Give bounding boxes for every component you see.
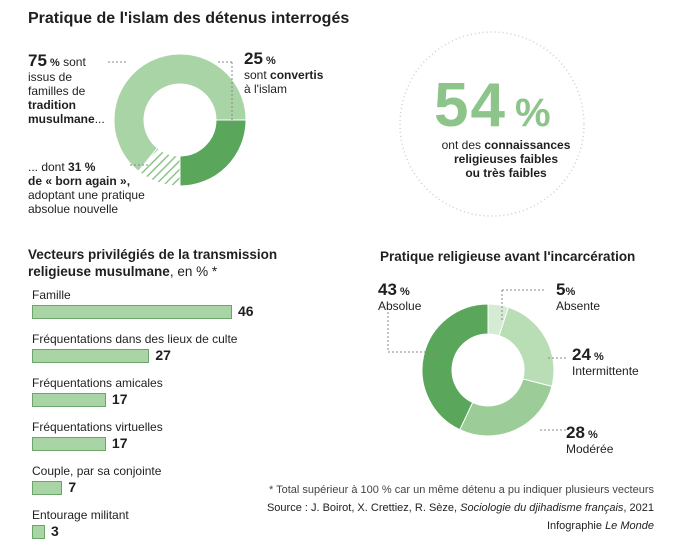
bar-value: 46 bbox=[238, 303, 254, 319]
bar-value: 7 bbox=[68, 479, 77, 495]
slice-tradition bbox=[113, 53, 247, 172]
stat-circle bbox=[399, 31, 585, 217]
bar bbox=[32, 525, 46, 539]
pie-label-absolue: 43 % Absolue bbox=[378, 280, 422, 313]
bar-label: Fréquentations virtuelles bbox=[32, 420, 163, 434]
bars-title: Vecteurs privilégiés de la transmission … bbox=[28, 247, 278, 279]
donut1-left-label: 75 % sont issus de familles de tradition… bbox=[28, 51, 105, 126]
pie-label-intermittente: 24 % Intermittente bbox=[572, 345, 639, 378]
bar-label: Fréquentations dans des lieux de culte bbox=[32, 332, 238, 346]
pie-value: 43 bbox=[378, 280, 397, 299]
bar bbox=[32, 305, 232, 319]
pie-title: Pratique religieuse avant l'incarcératio… bbox=[380, 249, 636, 264]
donut1-right-label: 25 % sont convertis à l'islam bbox=[244, 49, 324, 96]
slice-convertis bbox=[179, 119, 247, 187]
page-title: Pratique de l'islam des détenus interrog… bbox=[28, 10, 350, 27]
stat-value-wrap: 54% bbox=[434, 70, 551, 141]
donut-2 bbox=[421, 303, 555, 437]
slice-intermittente bbox=[498, 306, 555, 388]
bar-value: 17 bbox=[111, 391, 128, 407]
bar-label: Entourage militant bbox=[32, 508, 129, 522]
footnote: * Total supérieur à 100 % car un même dé… bbox=[268, 484, 654, 496]
bar-value: 27 bbox=[155, 347, 171, 363]
slice-absolue bbox=[421, 303, 489, 431]
bar-label: Fréquentations amicales bbox=[32, 376, 163, 390]
bar bbox=[32, 393, 106, 407]
stat-unit: % bbox=[514, 91, 551, 135]
bar-label: Couple, par sa conjointe bbox=[32, 464, 162, 478]
credit: Infographie Le Monde bbox=[546, 520, 654, 532]
bar bbox=[32, 437, 106, 451]
pie-label-absente: 5% Absente bbox=[556, 280, 601, 313]
bar-value: 17 bbox=[111, 435, 128, 451]
source: Source : J. Boirot, X. Crettiez, R. Sèze… bbox=[266, 502, 654, 514]
bar-label: Famille bbox=[32, 288, 71, 302]
pie-label-moderee: 28 % Modérée bbox=[566, 423, 614, 456]
stat-value: 54 bbox=[434, 71, 507, 140]
bar bbox=[32, 349, 150, 363]
donut-1 bbox=[113, 53, 247, 187]
bar-value: 3 bbox=[51, 523, 59, 539]
bar bbox=[32, 481, 63, 495]
slice-moderee bbox=[459, 378, 553, 437]
donut1-bottom-label: ... dont 31 % de « born again », adoptan… bbox=[28, 160, 145, 216]
pie-name: Absolue bbox=[378, 299, 422, 313]
stat-text: ont des connaissances religieuses faible… bbox=[441, 138, 571, 180]
